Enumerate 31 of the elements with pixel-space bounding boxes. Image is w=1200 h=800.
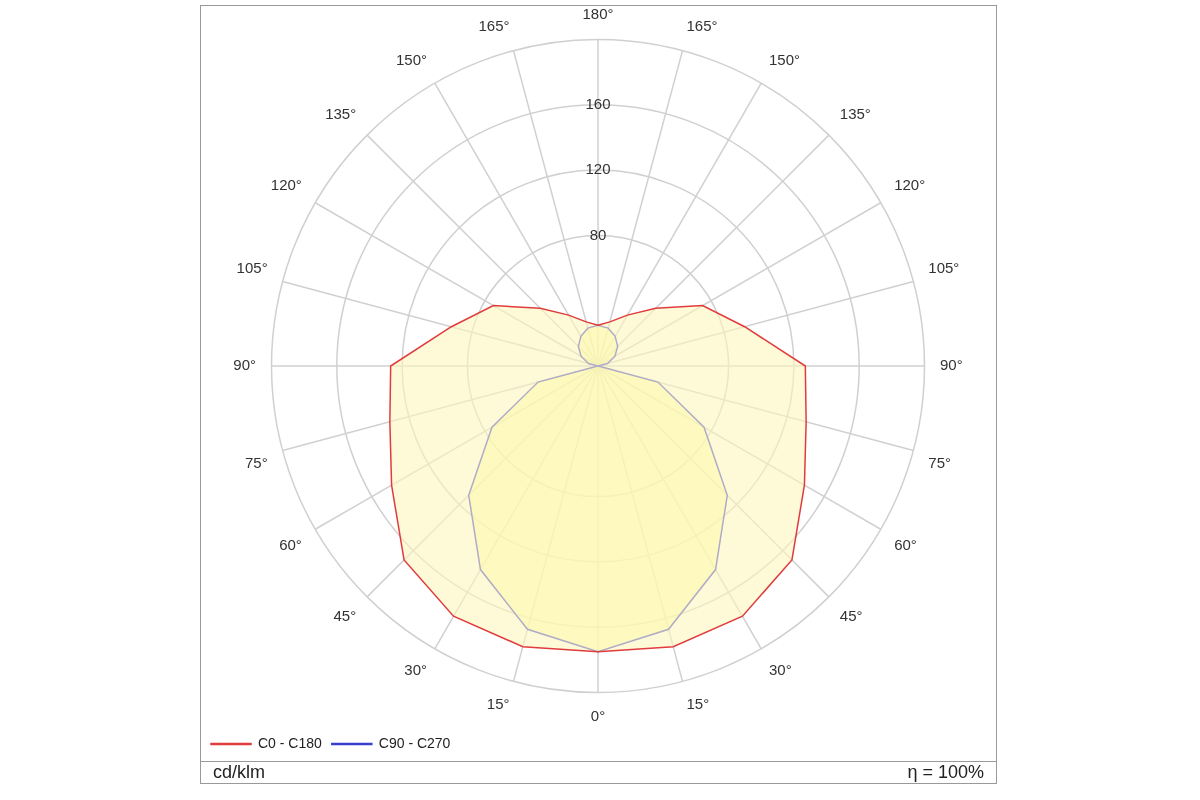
spoke-label: 0° [590,707,606,725]
legend-label: C0 - C180 [258,734,323,751]
spoke-label: 30° [404,661,427,679]
spoke-label: 60° [894,536,917,554]
spoke-label: 15° [686,695,710,713]
text: cd/klm [213,762,266,783]
spoke-label: 75° [928,453,952,471]
spoke-label: 60° [279,536,302,554]
spoke-label: 105° [928,258,960,276]
spoke-label: 75° [244,453,268,471]
spoke-label: 180° [582,5,614,23]
spoke-label: 105° [236,258,268,276]
spoke-label: 120° [894,176,926,194]
spoke-label: 165° [686,16,718,34]
spoke-label: 135° [325,105,357,123]
spoke-label: 90° [940,356,963,374]
spoke-label: 120° [270,176,302,194]
spoke-label: 45° [333,606,357,624]
spoke-label: 30° [769,661,792,679]
y-tick-label: 120 [585,160,611,178]
spoke-label: 90° [233,356,256,374]
legend-label: C90 - C270 [378,734,451,751]
spoke-label: 165° [478,16,510,34]
spoke-label: 135° [839,105,871,123]
y-tick-label: 80 [589,225,607,243]
spoke-label: 150° [769,50,801,68]
y-tick-label: 160 [585,94,611,112]
spoke-label: 45° [839,606,863,624]
text: η = 100% [907,762,984,783]
spoke-label: 15° [486,695,510,713]
spoke-label: 150° [395,50,427,68]
